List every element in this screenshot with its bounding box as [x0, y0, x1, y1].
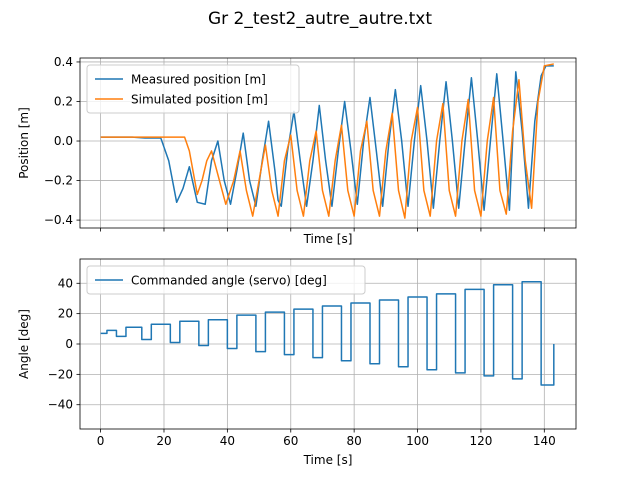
- position-ytick-label-4: 0.4: [54, 55, 73, 69]
- angle-xlabel: Time [s]: [303, 453, 353, 467]
- angle-xtick-label-6: 120: [469, 434, 492, 448]
- position-axes-frame: [79, 57, 577, 229]
- angle-xtick-label-4: 80: [347, 434, 362, 448]
- position-legend-label-1: Simulated position [m]: [131, 93, 268, 107]
- position-ytick-label-2: 0.0: [54, 134, 73, 148]
- angle-xtick-label-0: 0: [97, 434, 105, 448]
- angle-legend-label-0: Commanded angle (servo) [deg]: [131, 274, 327, 288]
- angle-legend-box: [86, 265, 366, 295]
- angle-xtick-label-1: 20: [156, 434, 171, 448]
- angle-ytick-label-2: 0: [65, 337, 73, 351]
- angle-ylabel: Angle [deg]: [17, 309, 31, 379]
- position-ytick-label-3: 0.2: [54, 94, 73, 108]
- position-legend-label-0: Measured position [m]: [131, 73, 266, 87]
- angle-ytick-label-0: −40: [48, 398, 73, 412]
- position-ytick-label-0: −0.4: [44, 213, 73, 227]
- position-legend-box: [86, 64, 300, 114]
- angle-ytick-label-1: −20: [48, 367, 73, 381]
- position-plot: −0.4 −0.2 0.0 0.2 0.4 Time [s] Position [m] Mea…: [17, 55, 577, 246]
- figure-title: Gr 2_test2_autre_autre.txt: [208, 9, 432, 29]
- angle-legend: Commanded angle (servo) [deg]: [86, 265, 366, 295]
- position-legend: Measured position [m] Simulated position …: [86, 64, 300, 114]
- angle-plot: 0 20 40 60 80 100 120 140 −40 −20 0 20 40 Time [s] Ang…: [17, 258, 577, 467]
- position-series-0: [100, 65, 554, 211]
- angle-xtick-label-2: 40: [220, 434, 235, 448]
- position-series-1: [100, 63, 554, 219]
- angle-xtick-label-5: 100: [406, 434, 429, 448]
- position-ytick-label-1: −0.2: [44, 174, 73, 188]
- angle-series-0: [100, 281, 555, 386]
- angle-ytick-label-3: 20: [58, 307, 73, 321]
- angle-xtick-label-7: 140: [533, 434, 556, 448]
- angle-xtick-label-3: 60: [283, 434, 298, 448]
- angle-ytick-label-4: 40: [58, 276, 73, 290]
- position-ylabel: Position [m]: [17, 107, 31, 179]
- position-xlabel: Time [s]: [303, 232, 353, 246]
